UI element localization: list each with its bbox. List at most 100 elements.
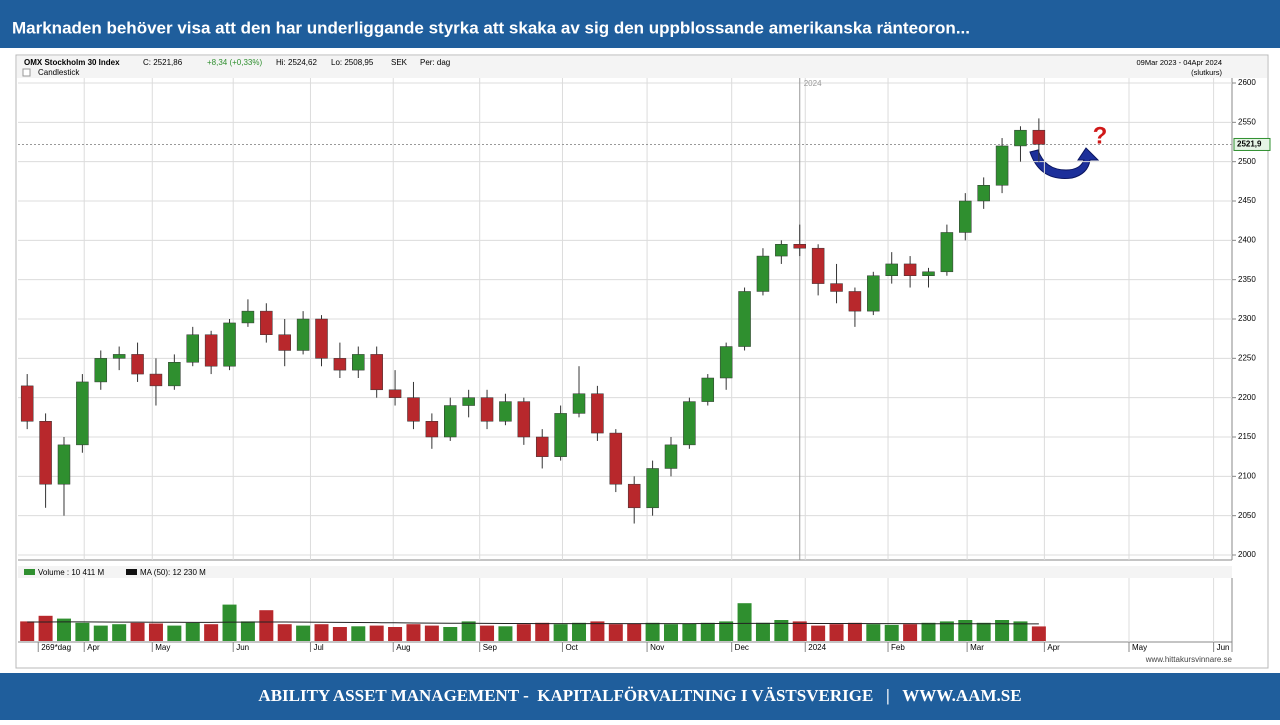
- candle-body: [444, 405, 457, 438]
- x-tick-label: Jun: [236, 643, 249, 652]
- volume-bar: [847, 622, 862, 641]
- x-tick-label: 269*dag: [41, 643, 71, 652]
- x-tick-label: Apr: [87, 643, 100, 652]
- change-info: +8,34 (+0,33%): [207, 58, 262, 67]
- x-tick-label: 2024: [808, 643, 826, 652]
- volume-bar: [608, 624, 623, 641]
- y-tick-label: 2550: [1238, 117, 1256, 126]
- volume-bar: [995, 620, 1010, 641]
- x-tick-label: May: [1132, 643, 1147, 652]
- candle-body: [756, 255, 770, 292]
- y-tick-label: 2250: [1238, 353, 1256, 362]
- volume-bar: [590, 621, 605, 641]
- y-tick-label: 2150: [1238, 432, 1256, 441]
- candle-body: [94, 358, 108, 383]
- candle-body: [168, 362, 181, 387]
- volume-bar: [737, 603, 752, 641]
- candle-body: [352, 354, 365, 371]
- volume-bar: [443, 627, 458, 641]
- source: www.hittakursvinnare.se: [1145, 655, 1233, 664]
- candle-body: [554, 413, 567, 457]
- candle-body: [940, 232, 954, 273]
- x-tick-label: May: [155, 643, 170, 652]
- candle-body: [885, 263, 898, 276]
- y-tick-label: 2200: [1238, 393, 1256, 402]
- last-price-label: 2521,9: [1237, 140, 1262, 149]
- volume-bar: [700, 622, 715, 641]
- y-tick-label: 2000: [1238, 550, 1256, 559]
- period-info: Per: dag: [420, 58, 450, 67]
- y-tick-label: 2500: [1238, 157, 1256, 166]
- volume-swatch: [24, 569, 35, 575]
- volume-bar: [939, 621, 954, 641]
- candle-body: [922, 271, 935, 276]
- volume-bar: [56, 618, 71, 641]
- candle-body: [1032, 129, 1046, 145]
- candle-body: [186, 334, 199, 363]
- volume-bar: [130, 622, 145, 641]
- volume-bar: [663, 624, 678, 641]
- volume-bar: [369, 625, 384, 641]
- candle-body: [646, 468, 659, 509]
- candle-body: [131, 354, 144, 375]
- candle-body: [260, 310, 273, 335]
- candle-body: [591, 393, 604, 434]
- volume-bar: [627, 623, 642, 641]
- footer-bar: [0, 673, 1280, 720]
- volume-bar: [1013, 621, 1028, 641]
- arrow-annotation: [1029, 147, 1100, 179]
- volume-legend: Volume : 10 411 M: [38, 568, 104, 577]
- volume-bar: [903, 624, 918, 641]
- volume-bar: [38, 615, 53, 641]
- volume-bar: [461, 621, 476, 641]
- candle-body: [903, 263, 917, 276]
- candle-body: [112, 354, 126, 359]
- volume-bar: [958, 620, 973, 641]
- candle-body: [517, 401, 531, 438]
- y-tick-label: 2400: [1238, 235, 1256, 244]
- index-name: OMX Stockholm 30 Index: [24, 58, 120, 67]
- volume-bar: [774, 620, 789, 641]
- volume-bar: [185, 622, 200, 641]
- candle-body: [407, 397, 420, 422]
- ma-legend: MA (50): 12 230 M: [140, 568, 206, 577]
- candle-body: [223, 322, 236, 367]
- candle-body: [39, 421, 52, 485]
- volume-bar: [498, 626, 513, 641]
- candle-body: [995, 145, 1009, 186]
- candle-body: [683, 401, 696, 446]
- candle-body: [370, 354, 383, 391]
- candle-body: [793, 244, 806, 249]
- slide-title: Marknaden behöver visa att den har under…: [12, 18, 970, 37]
- date-range: 09Mar 2023 - 04Apr 2024: [1137, 58, 1222, 67]
- volume-ma-line: [27, 621, 1039, 625]
- x-tick-label: Sep: [483, 643, 498, 652]
- candle-body: [811, 247, 825, 284]
- candle-body: [609, 432, 623, 485]
- ma-swatch: [126, 569, 137, 575]
- info-bar: [17, 56, 1267, 78]
- volume-bar: [424, 625, 439, 641]
- chart-style[interactable]: Candlestick: [38, 68, 80, 77]
- volume-bar: [553, 624, 568, 641]
- candle-body: [701, 377, 715, 402]
- volume-bar: [811, 625, 826, 641]
- volume-bar: [277, 624, 292, 641]
- volume-bar: [480, 625, 495, 641]
- candle-body: [830, 283, 843, 292]
- candle-body: [149, 373, 163, 387]
- volume-bar: [204, 624, 219, 641]
- x-tick-label: Jul: [313, 643, 323, 652]
- candle-body: [20, 385, 34, 422]
- close-info: C: 2521,86: [143, 58, 183, 67]
- x-tick-label: Jun: [1217, 643, 1230, 652]
- style-checkbox[interactable]: [22, 68, 31, 77]
- x-tick-label: Apr: [1047, 643, 1060, 652]
- volume-bar: [93, 625, 108, 641]
- candle-body: [76, 381, 89, 446]
- volume-bar: [314, 624, 329, 641]
- candle-body: [664, 444, 678, 469]
- volume-bar: [866, 624, 881, 641]
- candle-body: [959, 200, 972, 233]
